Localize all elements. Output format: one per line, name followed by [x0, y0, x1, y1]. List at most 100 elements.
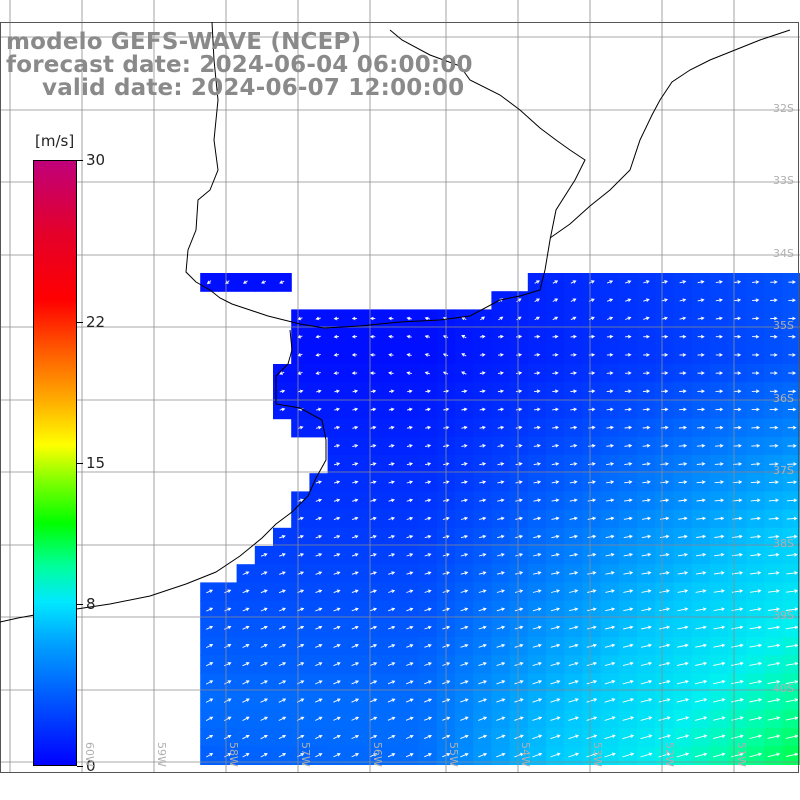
wind-arrow [497, 425, 505, 430]
wind-arrow [694, 734, 708, 740]
wind-arrow [751, 389, 760, 394]
wind-arrow [624, 443, 633, 448]
wind-arrow [388, 316, 394, 321]
wind-arrow [677, 571, 689, 575]
wind-arrow [370, 534, 377, 539]
wind-arrow [695, 589, 707, 593]
wind-arrow [751, 462, 761, 466]
wind-arrow [406, 353, 412, 357]
wind-arrow [733, 443, 742, 448]
wind-arrow [606, 316, 614, 321]
wind-arrow [532, 734, 543, 740]
wind-arrow [570, 280, 577, 284]
wind-arrow [351, 698, 360, 703]
wind-arrow [461, 335, 467, 339]
wind-arrow [678, 462, 688, 466]
wind-arrow [785, 680, 799, 685]
longitude-label: 57W [299, 742, 312, 767]
wind-arrow [733, 334, 742, 339]
wind-arrow [767, 734, 781, 739]
wind-arrow [715, 353, 723, 357]
wind-arrow [351, 734, 360, 740]
wind-arrow [624, 480, 633, 484]
wind-arrow [461, 371, 467, 375]
wind-arrow [712, 716, 726, 721]
wind-arrow [713, 625, 726, 630]
wind-arrow [424, 589, 432, 594]
wind-arrow [388, 589, 396, 594]
wind-arrow [315, 698, 323, 703]
wind-arrow [532, 625, 542, 630]
wind-arrow [496, 643, 506, 648]
wind-arrow [260, 662, 268, 667]
wind-arrow [315, 407, 322, 412]
wind-arrow [588, 425, 596, 430]
wind-arrow [406, 644, 414, 648]
wind-arrow [749, 716, 763, 721]
wind-arrow [461, 444, 468, 448]
wind-arrow [406, 371, 412, 375]
wind-arrow [787, 480, 798, 484]
wind-arrow [278, 662, 287, 667]
wind-arrow [695, 643, 708, 648]
wind-arrow [767, 716, 781, 721]
wind-arrow [424, 662, 432, 666]
wind-arrow [550, 752, 561, 758]
wind-arrow [478, 662, 488, 667]
colorbar-tick-label: 8 [86, 595, 96, 614]
wind-arrow [642, 425, 651, 430]
wind-arrow [713, 571, 725, 575]
wind-arrow [369, 625, 378, 630]
wind-arrow [641, 589, 652, 593]
wind-arrow [624, 389, 632, 394]
wind-arrow [242, 607, 250, 612]
wind-arrow [388, 480, 395, 485]
wind-arrow [461, 389, 468, 394]
wind-arrow [586, 661, 598, 667]
wind-arrow [406, 498, 414, 503]
wind-arrow [315, 753, 323, 758]
latitude-label: 33S [773, 174, 794, 187]
wind-arrow [279, 553, 286, 557]
wind-arrow [514, 752, 524, 758]
wind-arrow [622, 643, 634, 648]
wind-arrow [606, 462, 615, 466]
wind-arrow [694, 716, 708, 721]
wind-arrow [697, 298, 705, 302]
wind-arrow [606, 443, 615, 448]
forecast-date: forecast date: 2024-06-04 06:00:00 [6, 52, 473, 78]
wind-arrow [769, 462, 779, 466]
wind-arrow [315, 644, 323, 648]
wind-arrow [497, 534, 505, 539]
wind-arrow [715, 425, 724, 430]
wind-arrow [405, 753, 414, 758]
wind-arrow [223, 698, 232, 703]
wind-arrow [351, 316, 358, 321]
wind-arrow [515, 425, 523, 430]
wind-arrow [424, 698, 433, 703]
wind-arrow [622, 661, 634, 667]
wind-arrow [534, 298, 540, 302]
wind-arrow [206, 280, 212, 285]
wind-arrow [679, 298, 687, 302]
wind-arrow [659, 589, 670, 593]
wind-arrow [551, 552, 560, 557]
wind-arrow [533, 534, 542, 539]
wind-arrow [224, 644, 232, 649]
wind-arrow [767, 625, 781, 630]
wind-arrow [678, 480, 688, 484]
wind-arrow [606, 353, 614, 357]
wind-arrow [586, 698, 598, 703]
wind-arrow [624, 462, 633, 466]
wind-arrow [424, 571, 432, 575]
wind-arrow [260, 625, 268, 630]
wind-arrow [351, 353, 358, 357]
wind-arrow [750, 516, 761, 521]
wind-arrow [532, 571, 542, 575]
wind-arrow [260, 753, 268, 758]
wind-arrow [785, 698, 799, 703]
wind-arrow [407, 389, 413, 394]
wind-arrow [750, 498, 761, 503]
wind-arrow [496, 625, 506, 630]
wind-arrow [533, 462, 542, 466]
